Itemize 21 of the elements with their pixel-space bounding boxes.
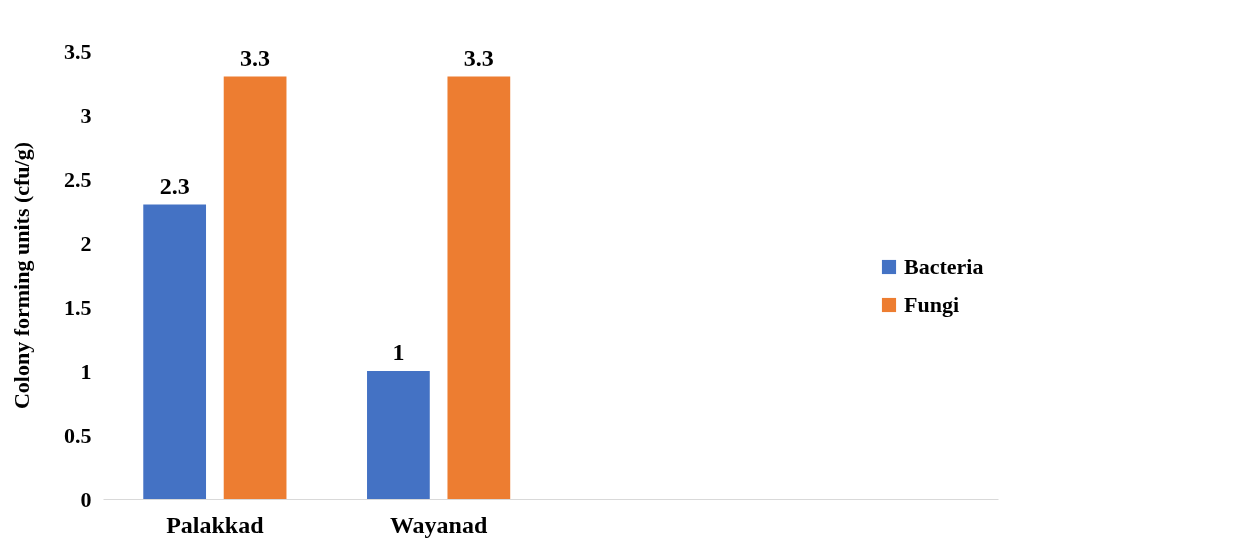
bar [367, 371, 430, 499]
x-tick-label: Palakkad [166, 511, 265, 538]
data-label: 1 [392, 339, 405, 365]
y-tick-label: 0.5 [64, 422, 92, 448]
y-tick-label: 2 [80, 230, 92, 256]
data-label: 2.3 [159, 172, 190, 199]
y-tick-label: 2.5 [64, 166, 92, 192]
y-tick-label: 1 [80, 358, 92, 384]
y-tick-label: 3.5 [64, 38, 92, 64]
y-tick-label: 3 [80, 102, 92, 128]
bar [143, 204, 207, 499]
y-tick-label: 0 [80, 486, 92, 512]
bar [447, 76, 511, 499]
legend-label: Bacteria [904, 254, 984, 279]
legend-label: Fungi [904, 292, 960, 317]
x-tick-label: Wayanad [389, 511, 488, 538]
data-label: 3.3 [240, 44, 271, 71]
bar [223, 76, 287, 499]
y-axis-title: Colony forming units (cfu/g) [9, 141, 34, 410]
y-tick-label: 1.5 [64, 294, 92, 320]
data-label: 3.3 [463, 44, 494, 71]
